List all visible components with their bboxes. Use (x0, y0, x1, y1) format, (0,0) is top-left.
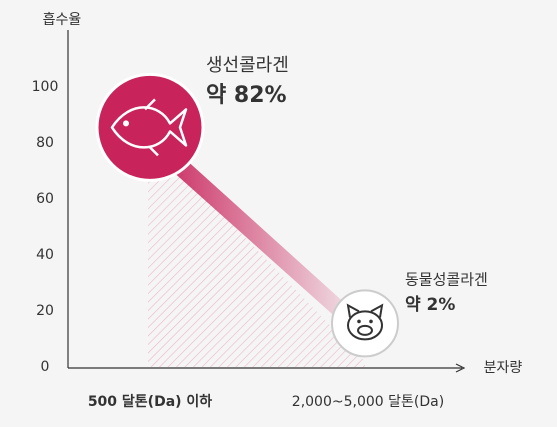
value-label: 약 82% (206, 83, 287, 108)
x-axis-arrow (455, 363, 466, 373)
pig-snout (357, 324, 373, 336)
series-name: 동물성콜라겐 (405, 271, 488, 289)
fish-badge (95, 72, 205, 182)
pig-eye (369, 319, 373, 324)
y-tick-label: 0 (41, 359, 50, 375)
pig-badge (331, 289, 399, 358)
slope-band (148, 125, 365, 344)
y-tick-label: 40 (36, 247, 54, 263)
fish-icon (110, 98, 188, 157)
y-axis-label: 흡수율 (43, 12, 82, 28)
y-tick-label: 20 (36, 303, 54, 319)
series-name: 생선콜라겐 (206, 55, 289, 76)
y-tick-label: 100 (32, 79, 59, 95)
x-axis-label: 분자량 (484, 360, 523, 376)
x-tick-label: 500 달톤(Da) 이하 (88, 393, 212, 410)
fish-eye (123, 120, 129, 127)
pig-ears (346, 303, 384, 318)
value-label: 약 2% (405, 294, 455, 315)
x-tick-label: 2,000~5,000 달톤(Da) (292, 394, 444, 410)
pig-eye (357, 319, 361, 324)
y-tick-label: 80 (36, 135, 54, 151)
pig-face (347, 310, 383, 341)
y-tick-label: 60 (36, 191, 54, 207)
